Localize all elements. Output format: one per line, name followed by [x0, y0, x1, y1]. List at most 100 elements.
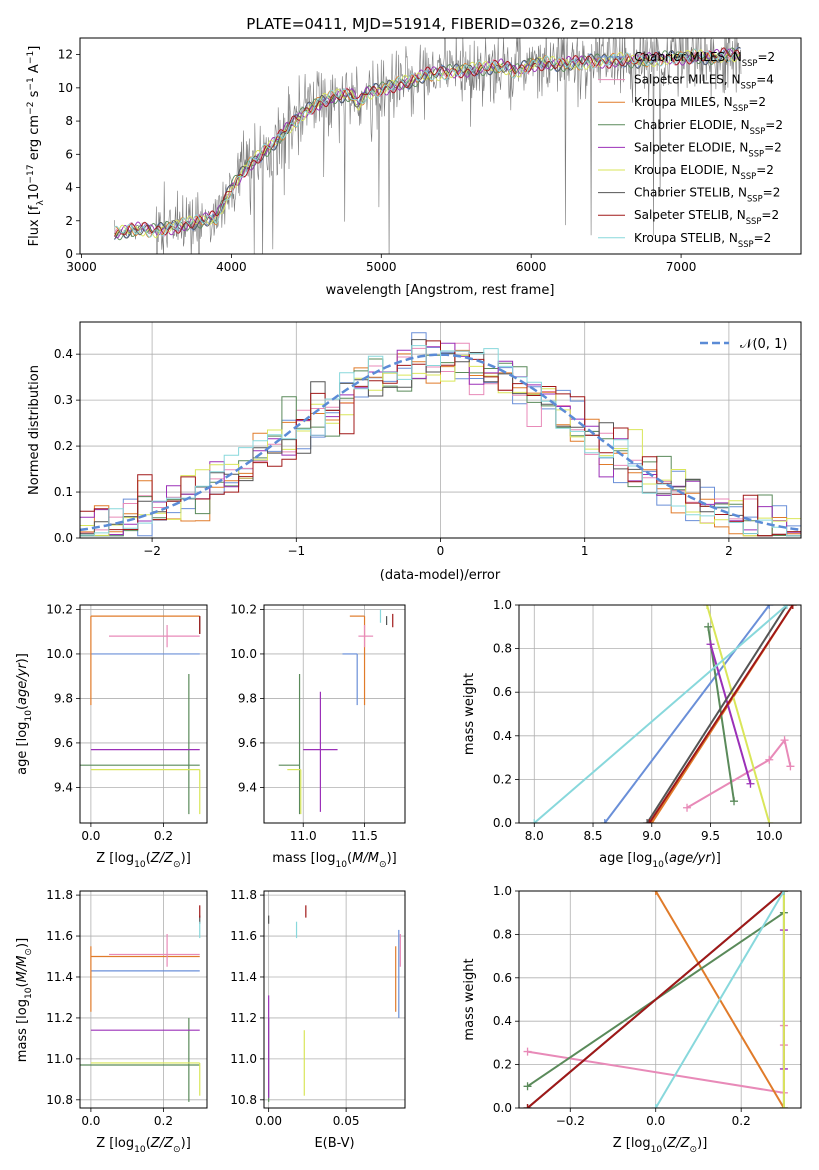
series-line — [648, 605, 794, 823]
legend-label: Salpeter MILES, NSSP=4 — [634, 73, 774, 91]
series-line — [526, 891, 785, 1108]
plot-area — [264, 891, 405, 1108]
data-point — [779, 891, 788, 895]
data-point — [782, 605, 791, 609]
data-point — [730, 797, 739, 806]
y-tick-label: 0.2 — [493, 1058, 512, 1072]
chart-mass-vs-ebv: 0.00 0.05 10.8 11.0 11.2 11.4 11.6 11.8 E(B-V) — [230, 888, 406, 1151]
x-tick-label: 0.0 — [646, 1114, 665, 1128]
errorbar-salpeter-miles — [358, 625, 374, 648]
y-axis-label: Normed distribution — [27, 365, 42, 495]
x-tick-label: 8.5 — [583, 829, 602, 843]
errorbar-salpeter-elodie — [303, 691, 338, 812]
data-point — [530, 819, 539, 823]
histogram-kroupa-elodie — [80, 354, 801, 537]
y-tick-label: 10 — [58, 81, 73, 95]
series-line — [706, 605, 771, 823]
y-tick-label: 11.4 — [230, 970, 257, 984]
y-tick-label: 10.0 — [230, 647, 257, 661]
data-point — [643, 819, 652, 823]
series-salpeter-elodie — [706, 640, 755, 788]
y-tick-label: 11.6 — [230, 929, 257, 943]
plot-area — [519, 891, 801, 1108]
y-tick-label: 0.2 — [493, 772, 512, 786]
y-tick-label: 9.4 — [238, 780, 257, 794]
plot-marks — [278, 609, 394, 815]
series-line — [604, 605, 771, 823]
x-tick-label: −2 — [143, 544, 161, 558]
y-tick-label: 0.6 — [493, 971, 512, 985]
y-tick-label: 10.2 — [46, 602, 73, 616]
data-point — [704, 622, 713, 631]
axes-frame — [263, 604, 406, 824]
model-line-salpeter-stelib — [114, 47, 741, 237]
histogram-chabrier-elodie — [80, 354, 801, 537]
series-kroupa-stelib — [651, 891, 788, 1108]
legend: 𝒩(0, 1) — [700, 337, 787, 352]
legend-label: Chabrier MILES, NSSP=2 — [634, 50, 775, 68]
legend-label: Kroupa MILES, NSSP=2 — [634, 95, 766, 113]
series-chabrier-miles — [600, 605, 774, 823]
chart-residuals: 𝒩(0, 1) −2 −1 0 1 2 0.0 0.1 0.2 0.3 0.4 (data-model… — [27, 321, 802, 583]
x-tick-label: 6000 — [516, 260, 547, 274]
legend-label: Chabrier ELODIE, NSSP=2 — [634, 118, 783, 136]
y-tick-label: 0.0 — [493, 816, 512, 830]
normal-pdf-curve — [80, 353, 801, 532]
plot-area — [80, 891, 207, 1108]
series-line — [654, 891, 785, 1108]
y-tick-label: 6 — [65, 147, 73, 161]
legend-label: Salpeter ELODIE, NSSP=2 — [634, 140, 782, 158]
x-axis-label: wavelength [Angstrom, rest frame] — [326, 283, 555, 298]
y-tick-label: 0.0 — [54, 531, 73, 545]
data-point — [703, 605, 711, 609]
y-tick-label: 8 — [65, 114, 73, 128]
data-point — [523, 1082, 532, 1091]
x-tick-label: 5000 — [366, 260, 397, 274]
x-axis-label: mass [log10(M/M⊙)] — [272, 851, 396, 870]
y-tick-label: 11.0 — [46, 1052, 73, 1066]
axes-frame — [263, 890, 406, 1109]
data-point — [765, 605, 774, 609]
y-tick-label: 0.4 — [54, 347, 73, 361]
x-axis-label: Z [log10(Z/Z⊙)] — [96, 851, 191, 870]
y-tick-label: 0.1 — [54, 485, 73, 499]
x-tick-label: 7000 — [666, 260, 697, 274]
y-tick-label: 0.8 — [493, 642, 512, 656]
series-line — [533, 605, 788, 823]
y-axis-label: mass [log10(M/M⊙)] — [15, 938, 34, 1062]
data-point — [746, 779, 755, 788]
axes-frame — [79, 37, 802, 255]
errorbar-kroupa-elodie — [287, 769, 302, 815]
x-tick-label: 1 — [581, 544, 589, 558]
legend-label: 𝒩(0, 1) — [740, 337, 787, 352]
x-tick-label: 11.5 — [351, 829, 378, 843]
histogram-kroupa-stelib — [80, 345, 801, 537]
x-tick-label: 9.5 — [701, 829, 720, 843]
x-tick-label: 3000 — [66, 260, 97, 274]
x-tick-label: 9.0 — [642, 829, 661, 843]
legend-label: Kroupa ELODIE, NSSP=2 — [634, 163, 774, 181]
series-salpeter-stelib — [645, 605, 797, 823]
data-point — [765, 819, 774, 823]
data-point — [788, 605, 797, 609]
plot-marks — [530, 605, 797, 823]
x-tick-label: −1 — [287, 544, 305, 558]
data-point — [523, 1104, 532, 1108]
y-axis-label: mass weight — [462, 958, 477, 1040]
series-kroupa-stelib — [530, 605, 791, 823]
y-tick-label: 10.2 — [230, 602, 257, 616]
series-kroupa-elodie — [703, 605, 774, 823]
y-tick-label: 10.0 — [46, 647, 73, 661]
data-point — [779, 1104, 788, 1108]
y-tick-label: 1.0 — [493, 598, 512, 612]
x-tick-label: 0.0 — [81, 1114, 100, 1128]
y-tick-label: 10.8 — [46, 1093, 73, 1107]
y-tick-label: 0.4 — [493, 729, 512, 743]
y-tick-label: 11.8 — [46, 888, 73, 902]
data-point — [645, 819, 654, 823]
series-line — [646, 605, 788, 823]
y-tick-label: 10.8 — [230, 1093, 257, 1107]
y-tick-label: 9.8 — [54, 691, 73, 705]
x-axis-label: Z [log10(Z/Z⊙)] — [613, 1136, 708, 1155]
